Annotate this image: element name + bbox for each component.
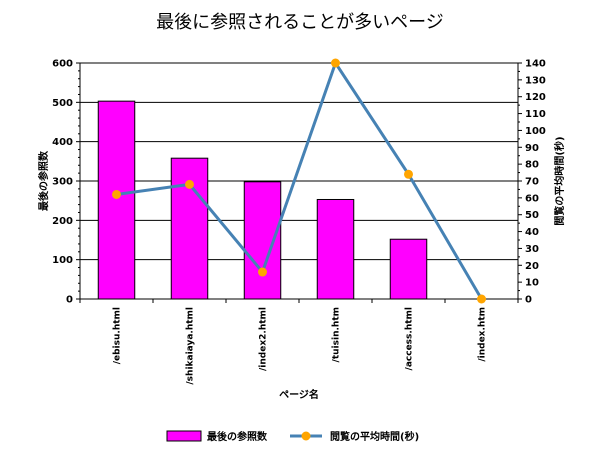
y-tick-label-left: 200 xyxy=(52,216,73,227)
line-series xyxy=(116,59,483,300)
y-tick-label-right: 110 xyxy=(525,109,546,120)
y-tick-label-right: 90 xyxy=(525,143,539,154)
y-tick-label-right: 50 xyxy=(525,210,539,221)
x-tick-label: /ebisu.html xyxy=(113,307,123,364)
bar xyxy=(243,181,282,300)
bar xyxy=(170,157,209,300)
legend-marker-line xyxy=(301,431,311,441)
y-tick-label-right: 40 xyxy=(525,227,539,238)
y-tick-label-right: 120 xyxy=(525,92,546,103)
line-point xyxy=(404,169,413,179)
y-axis-title-right: 閲覧の平均時間(秒) xyxy=(553,136,566,225)
legend-label-bars: 最後の参照数 xyxy=(207,430,268,443)
bar xyxy=(389,238,428,300)
line-point xyxy=(258,267,267,277)
line-point xyxy=(112,189,121,199)
y-tick-label-right: 100 xyxy=(525,126,546,137)
line-point xyxy=(477,294,486,304)
x-tick-label: /index2.html xyxy=(259,307,269,371)
x-tick-label: /shikaiaya.html xyxy=(186,307,196,385)
y-tick-label-left: 500 xyxy=(52,98,73,109)
line-point xyxy=(331,58,340,68)
legend-swatch-bars xyxy=(166,430,202,442)
legend-label-line: 閲覧の平均時間(秒) xyxy=(330,430,419,443)
y-tick-label-right: 30 xyxy=(525,244,539,255)
y-tick-label-left: 100 xyxy=(52,255,73,266)
x-tick-label: /index.htm xyxy=(478,307,488,362)
y-tick-label-right: 60 xyxy=(525,193,539,204)
y-tick-label-left: 600 xyxy=(52,59,73,70)
x-tick-label: /tuisin.htm xyxy=(332,307,342,362)
y-axis-title-left: 最後の参照数 xyxy=(37,150,50,211)
y-tick-label-right: 20 xyxy=(525,261,539,272)
y-tick-label-right: 0 xyxy=(525,295,532,306)
y-tick-label-right: 140 xyxy=(525,59,546,70)
y-tick-label-left: 0 xyxy=(66,295,73,306)
x-axis-title: ページ名 xyxy=(279,388,319,401)
line-point xyxy=(185,179,194,189)
y-tick-label-right: 10 xyxy=(525,278,539,289)
chart-title: 最後に参照されることが多いページ xyxy=(156,12,444,33)
y-tick-label-right: 130 xyxy=(525,75,546,86)
y-tick-label-right: 80 xyxy=(525,160,539,171)
y-tick-label-left: 400 xyxy=(52,137,73,148)
y-tick-label-right: 70 xyxy=(525,177,539,188)
bar xyxy=(97,100,136,300)
bar xyxy=(316,198,355,300)
y-tick-label-left: 300 xyxy=(52,177,73,188)
x-tick-label: /access.html xyxy=(405,307,415,370)
